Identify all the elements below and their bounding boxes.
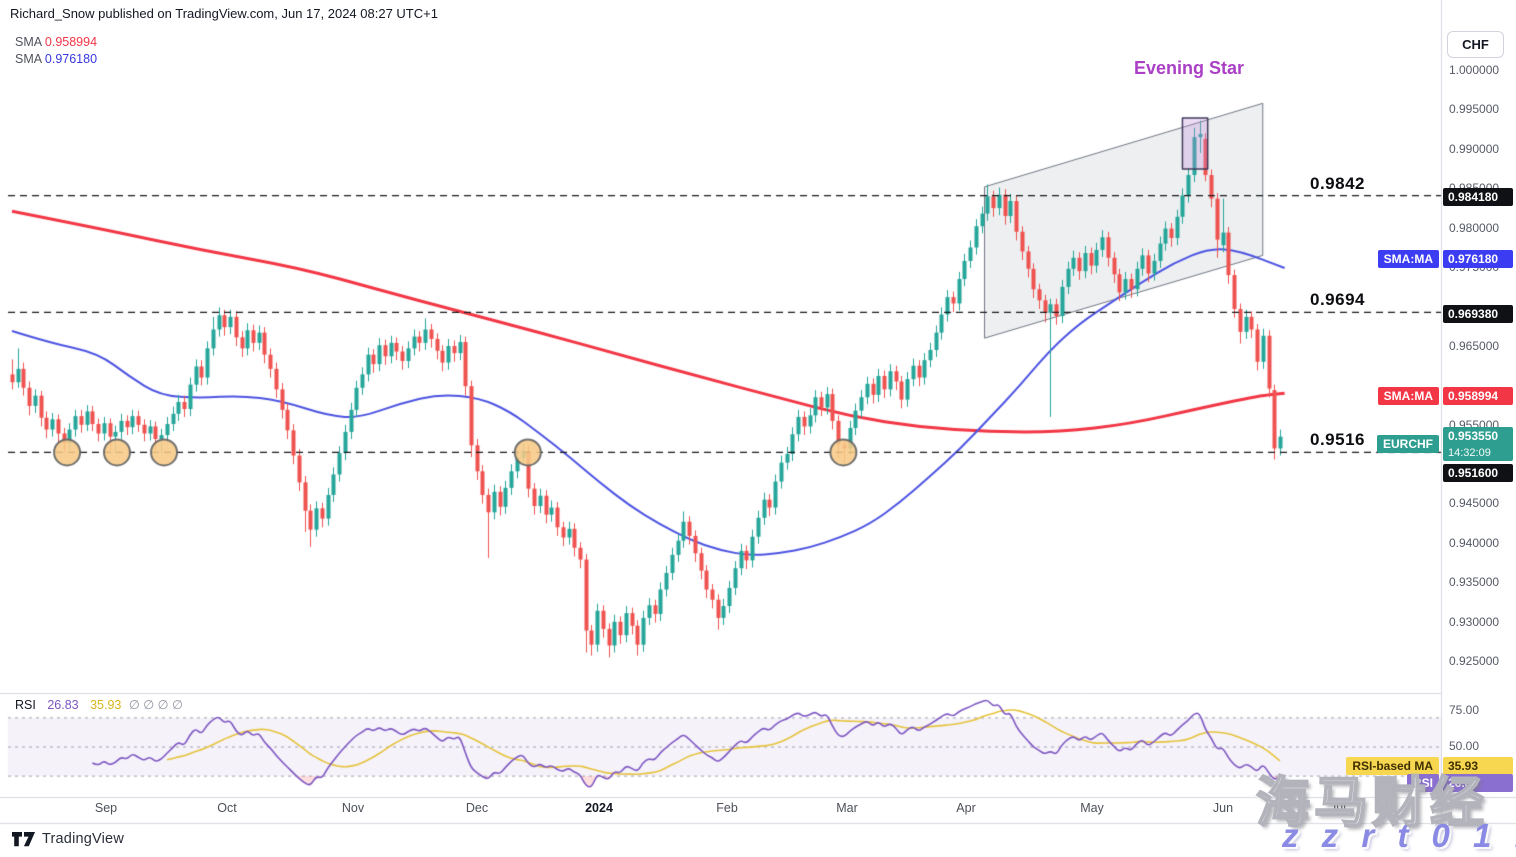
indicator-legend-label: SMA bbox=[15, 35, 42, 49]
key-level-label: 0.9516 bbox=[1310, 430, 1365, 450]
axis-name-tag-rsi-based-ma: RSI-based MA bbox=[1346, 757, 1439, 775]
time-axis-label-May: May bbox=[1080, 801, 1104, 815]
price-axis-tick: 0.935000 bbox=[1449, 575, 1500, 590]
price-axis-tick: 0.980000 bbox=[1449, 220, 1500, 235]
indicator-legend-sma-fast[interactable]: SMA 0.958994 bbox=[15, 35, 97, 49]
axis-price-tag: 0.969380 bbox=[1443, 305, 1513, 323]
price-axis-tick: 0.925000 bbox=[1449, 654, 1500, 668]
rsi-legend-params: ∅ ∅ ∅ ∅ bbox=[128, 698, 183, 712]
price-axis-tick: 1.000000 bbox=[1449, 63, 1500, 77]
published-byline: Richard_Snow published on TradingView.co… bbox=[10, 6, 438, 21]
axis-price-tag: 0.984180 bbox=[1443, 188, 1513, 206]
time-axis-label-Feb: Feb bbox=[716, 801, 738, 815]
evening-star-annotation[interactable]: Evening Star bbox=[1134, 58, 1245, 78]
axis-name-tag-sma-ma: SMA:MA bbox=[1377, 387, 1439, 405]
indicator-legend-label: SMA bbox=[15, 52, 42, 66]
axis-name-tag-eurchf: EURCHF bbox=[1377, 435, 1439, 453]
price-axis-tick: 0.995000 bbox=[1449, 102, 1500, 117]
time-axis-label-Mar: Mar bbox=[836, 801, 858, 815]
rsi-ma-legend-value: 35.93 bbox=[90, 698, 122, 712]
tradingview-logo-icon bbox=[12, 831, 35, 846]
indicator-legend-value: 0.976180 bbox=[44, 52, 98, 66]
price-axis-tick: 0.965000 bbox=[1449, 338, 1500, 353]
rsi-axis-tick: 50.00 bbox=[1449, 739, 1480, 753]
time-axis-label-Dec: Dec bbox=[465, 801, 489, 815]
price-axis-tick: 0.940000 bbox=[1449, 535, 1500, 550]
axis-price-tag: 0.951600 bbox=[1443, 464, 1513, 482]
tradingview-footer[interactable]: TradingView bbox=[12, 831, 124, 847]
indicator-legend-value: 0.958994 bbox=[44, 35, 98, 49]
axis-price-tag: 0.976180 bbox=[1443, 250, 1513, 268]
time-axis-label-Nov: Nov bbox=[341, 801, 365, 815]
watermark-url: z z r t 0 1 . c n bbox=[1282, 817, 1516, 854]
price-axis-tick: 0.945000 bbox=[1449, 496, 1500, 511]
time-axis-label-Apr: Apr bbox=[956, 801, 976, 815]
rsi-legend-title: RSI bbox=[15, 698, 36, 712]
axis-price-tag: 26.83 bbox=[1443, 774, 1513, 792]
time-axis-label-2024: 2024 bbox=[585, 801, 613, 815]
tradingview-brand-text: TradingView bbox=[42, 831, 124, 847]
time-axis-label-Oct: Oct bbox=[217, 801, 237, 815]
time-axis-label-Sep: Sep bbox=[94, 801, 118, 815]
axis-name-tag-rsi: RSI bbox=[1406, 774, 1439, 792]
watermark-cjk: 海马财经 bbox=[1255, 772, 1488, 834]
price-axis-tick: 0.930000 bbox=[1449, 614, 1500, 629]
rsi-axis-tick: 75.00 bbox=[1449, 702, 1480, 717]
axis-price-tag: 0.953550 14:32:09 bbox=[1443, 427, 1513, 461]
indicator-legend-sma-slow[interactable]: SMA 0.976180 bbox=[15, 52, 97, 66]
time-axis-label-Jul: Jul bbox=[1330, 801, 1346, 815]
axis-name-tag-sma-ma: SMA:MA bbox=[1377, 250, 1439, 268]
currency-toggle-button[interactable]: CHF bbox=[1447, 31, 1504, 58]
axis-price-tag: 0.958994 bbox=[1443, 387, 1513, 405]
rsi-legend[interactable]: RSI 26.83 35.93 ∅ ∅ ∅ ∅ bbox=[15, 697, 183, 712]
price-axis-tick: 0.990000 bbox=[1449, 141, 1500, 156]
rsi-legend-value: 26.83 bbox=[47, 698, 79, 712]
key-level-label: 0.9694 bbox=[1310, 290, 1365, 310]
key-level-label: 0.9842 bbox=[1310, 173, 1365, 193]
time-axis-label-Jun: Jun bbox=[1212, 801, 1234, 815]
axis-price-tag: 35.93 bbox=[1443, 757, 1513, 775]
